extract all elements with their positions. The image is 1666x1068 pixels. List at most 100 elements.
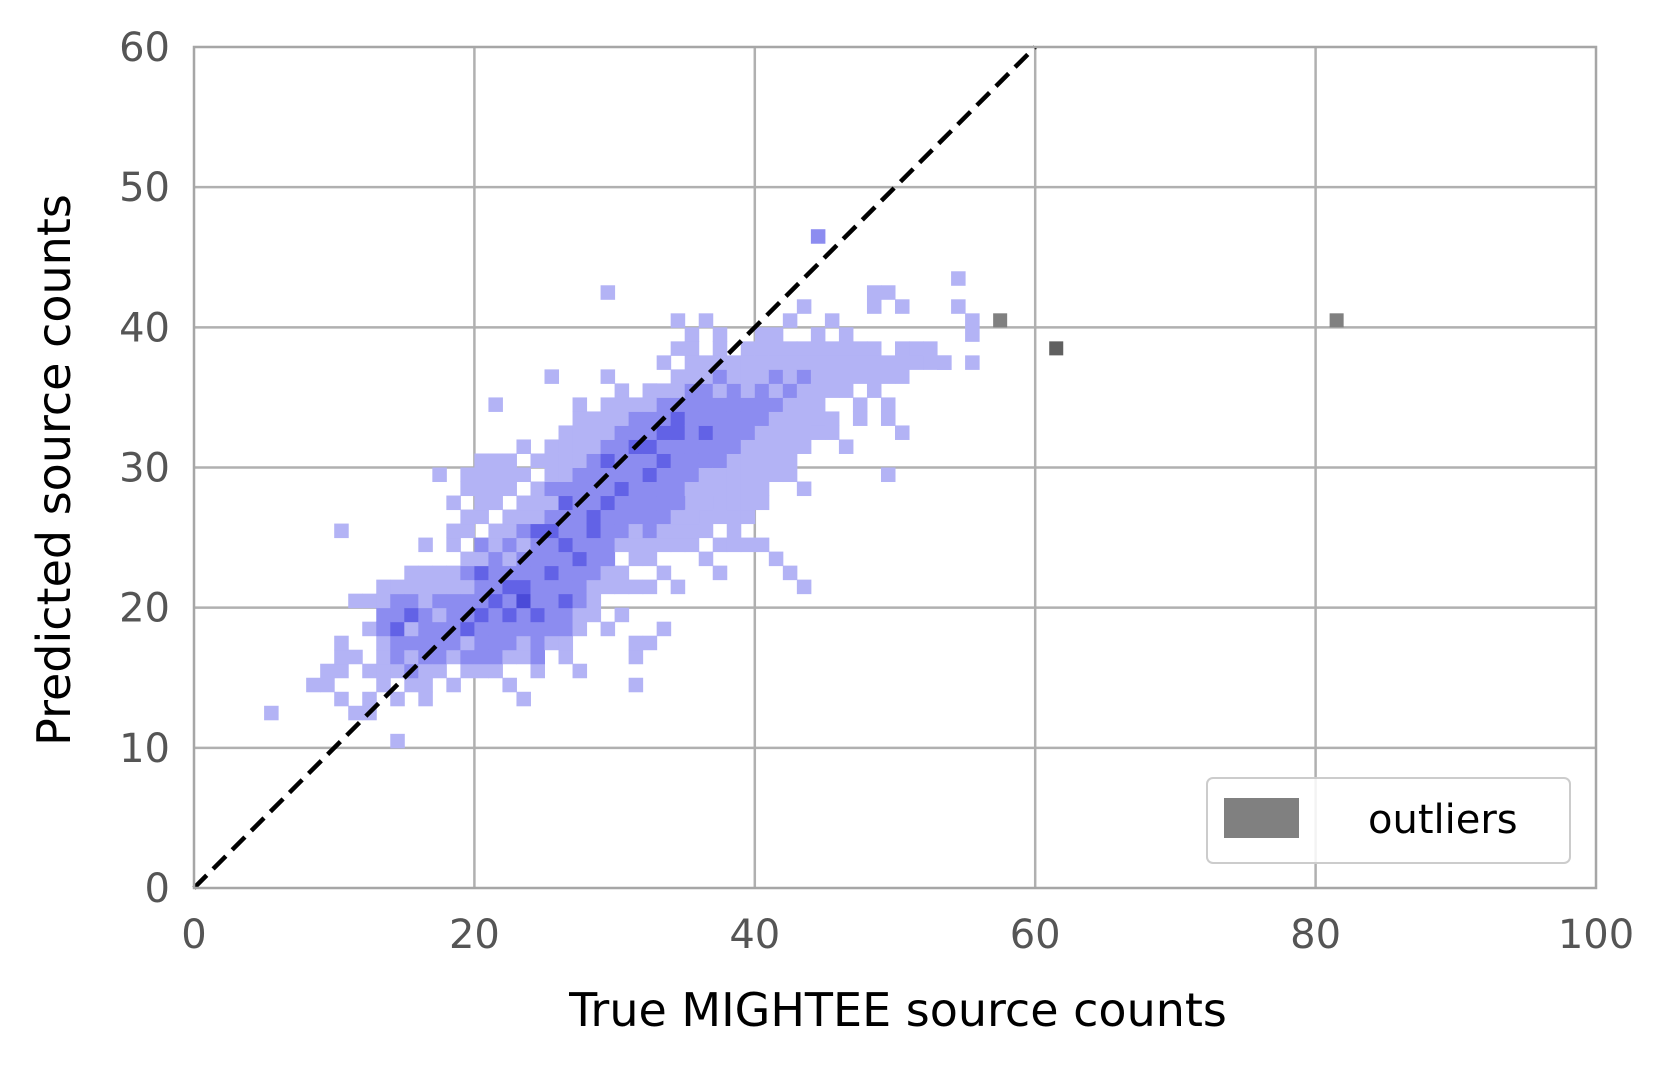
density-bin-163 (488, 649, 503, 665)
density-bin-61 (768, 551, 784, 567)
density-bin-355 (656, 425, 672, 440)
density-bin-175 (488, 467, 503, 483)
density-bin-302 (614, 565, 630, 581)
density-bin-300 (614, 607, 630, 623)
density-bin-337 (642, 481, 658, 497)
density-bin-128 (446, 593, 461, 609)
density-bin-288 (600, 551, 616, 567)
density-bin-213 (530, 565, 545, 581)
density-bin-298 (600, 411, 616, 426)
density-bin-228 (544, 537, 560, 553)
density-bin-68 (334, 663, 349, 679)
density-bin-425 (726, 397, 742, 412)
density-bin-375 (684, 537, 700, 553)
density-bin-382 (684, 425, 700, 440)
density-bin-192 (516, 649, 531, 665)
density-bin-145 (460, 481, 475, 497)
density-bin-409 (712, 439, 728, 454)
density-bin-43 (838, 383, 854, 398)
density-bin-239 (558, 607, 574, 623)
density-bin-378 (684, 481, 700, 497)
density-bin-72 (348, 649, 363, 665)
density-bin-413 (712, 383, 728, 398)
density-bin-113 (418, 565, 433, 581)
density-bin-467 (782, 383, 798, 398)
outlier-bin-1 (1049, 341, 1064, 356)
density-bin-484 (824, 411, 840, 426)
outlier-bin-0 (993, 313, 1008, 328)
density-bin-240 (558, 593, 574, 609)
density-bin-479 (810, 425, 826, 440)
density-bin-498 (895, 369, 910, 384)
density-bin-422 (726, 439, 742, 454)
density-bin-149 (474, 635, 489, 651)
density-bin-47 (838, 439, 854, 454)
density-bin-352 (656, 467, 672, 483)
density-bin-139 (460, 593, 475, 609)
density-bin-407 (712, 467, 728, 483)
density-bin-135 (460, 649, 475, 665)
density-bin-398 (698, 411, 714, 426)
density-bin-23 (866, 285, 882, 300)
density-bin-310 (614, 439, 630, 454)
density-bin-111 (418, 593, 433, 609)
density-bin-36 (965, 355, 980, 370)
density-bin-376 (684, 523, 700, 539)
density-bin-171 (488, 537, 503, 553)
density-bin-277 (586, 509, 602, 525)
density-bin-65 (320, 677, 335, 693)
density-bin-250 (558, 453, 574, 468)
density-bin-275 (586, 537, 602, 553)
plot-frame (192, 45, 1598, 890)
density-bin-458 (768, 383, 784, 398)
density-bin-49 (810, 397, 826, 412)
density-bin-125 (446, 635, 461, 651)
density-bin-261 (572, 523, 588, 539)
density-bin-57 (684, 495, 700, 511)
density-bin-165 (488, 621, 503, 637)
density-bin-373 (670, 369, 686, 384)
density-bin-204 (516, 467, 531, 483)
density-bin-460 (768, 355, 784, 370)
density-bin-136 (460, 635, 475, 651)
density-bin-122 (432, 565, 447, 581)
density-bin-188 (502, 509, 517, 525)
density-bin-207 (530, 649, 545, 665)
density-bin-421 (726, 453, 742, 468)
density-bin-278 (586, 495, 602, 511)
density-bin-155 (474, 551, 489, 567)
density-bin-267 (572, 439, 588, 454)
density-bin-19 (810, 229, 826, 244)
density-bin-430 (740, 495, 756, 511)
density-bin-402 (698, 355, 714, 370)
density-bin-160 (474, 467, 489, 483)
density-bin-156 (474, 537, 489, 553)
outlier-bin-2 (1329, 313, 1344, 328)
density-bin-216 (530, 523, 545, 539)
density-bin-473 (796, 411, 812, 426)
density-bin-424 (726, 411, 742, 426)
density-bin-186 (502, 537, 517, 553)
density-bin-249 (558, 467, 574, 483)
legend-swatch-outliers (1224, 798, 1299, 838)
density-bin-12 (670, 313, 686, 328)
density-bin-258 (572, 565, 588, 581)
density-bin-131 (446, 537, 461, 553)
density-bin-461 (768, 341, 784, 356)
density-bin-377 (684, 509, 700, 525)
density-bin-374 (670, 341, 686, 356)
density-bin-110 (418, 607, 433, 623)
density-bin-34 (965, 313, 980, 328)
density-bin-119 (432, 607, 447, 623)
density-bin-197 (516, 579, 531, 595)
density-bin-30 (923, 341, 938, 356)
density-bin-234 (544, 453, 560, 468)
density-bin-369 (670, 425, 686, 440)
density-bin-183 (502, 579, 517, 595)
density-bin-173 (488, 495, 503, 511)
density-bin-54 (726, 509, 742, 525)
density-bin-116 (432, 649, 447, 665)
density-bin-253 (572, 663, 588, 679)
density-bin-443 (754, 481, 770, 497)
